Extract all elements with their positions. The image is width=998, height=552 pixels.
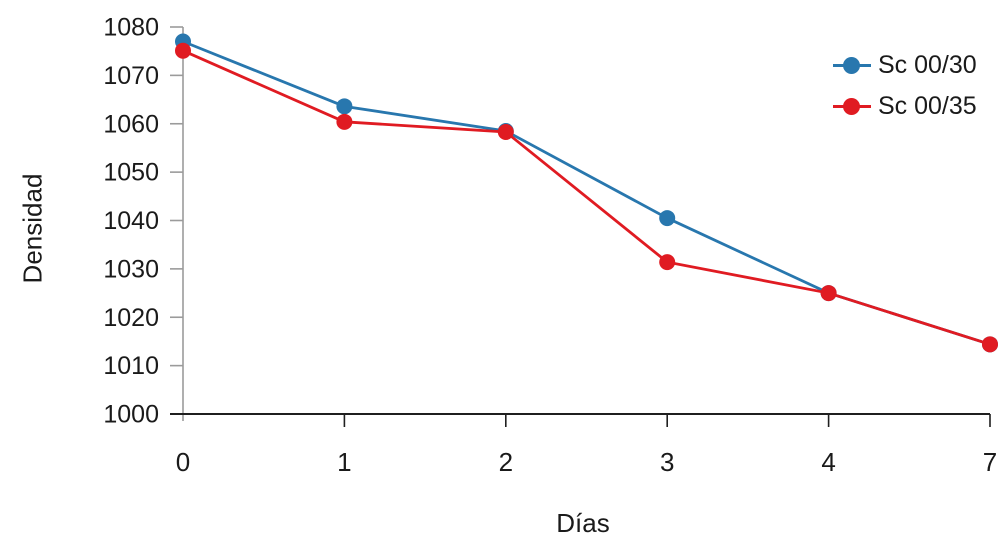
legend-marker-red-dot-icon: [833, 94, 871, 119]
legend-dot-red: [843, 98, 860, 115]
data-point-series-1-x-4: [820, 285, 837, 302]
y-tick-label: 1060: [103, 110, 159, 138]
legend-marker-blue-dot-icon: [833, 53, 871, 78]
y-tick-label: 1000: [103, 401, 159, 429]
data-point-series-0-x-1: [336, 98, 353, 115]
legend-dot-blue: [843, 57, 860, 74]
legend-item-sc-00-30: Sc 00/30: [833, 53, 977, 78]
data-point-series-1-x-2: [497, 123, 514, 140]
data-point-series-0-x-3: [659, 210, 676, 227]
data-point-series-1-x-3: [659, 254, 676, 271]
legend-item-sc-00-35: Sc 00/35: [833, 94, 977, 119]
series-line-1: [182, 49, 991, 346]
data-point-series-1-x-7: [982, 336, 998, 353]
x-tick-label: 7: [983, 447, 997, 477]
y-tick-label: 1010: [103, 352, 159, 380]
x-tick-label: 0: [176, 447, 190, 477]
legend-label: Sc 00/35: [878, 92, 977, 120]
data-point-series-1-x-1: [336, 113, 353, 130]
legend: Sc 00/30 Sc 00/35: [833, 53, 977, 119]
data-point-series-1-x-0: [175, 42, 191, 59]
y-axis-title: Densidad: [17, 173, 48, 284]
x-tick-label: 3: [660, 447, 674, 477]
y-tick-label: 1050: [103, 159, 159, 187]
x-axis-title: Días: [556, 508, 610, 538]
y-tick-label: 1030: [103, 255, 159, 283]
y-tick-label: 1040: [103, 207, 159, 235]
x-tick-label: 1: [337, 447, 351, 477]
y-tick-label: 1020: [103, 304, 159, 332]
legend-label: Sc 00/30: [878, 51, 977, 79]
x-tick-label: 2: [499, 447, 513, 477]
y-tick-label: 1070: [103, 62, 159, 90]
y-tick-label: 1080: [103, 14, 159, 42]
x-tick-label: 4: [821, 447, 835, 477]
